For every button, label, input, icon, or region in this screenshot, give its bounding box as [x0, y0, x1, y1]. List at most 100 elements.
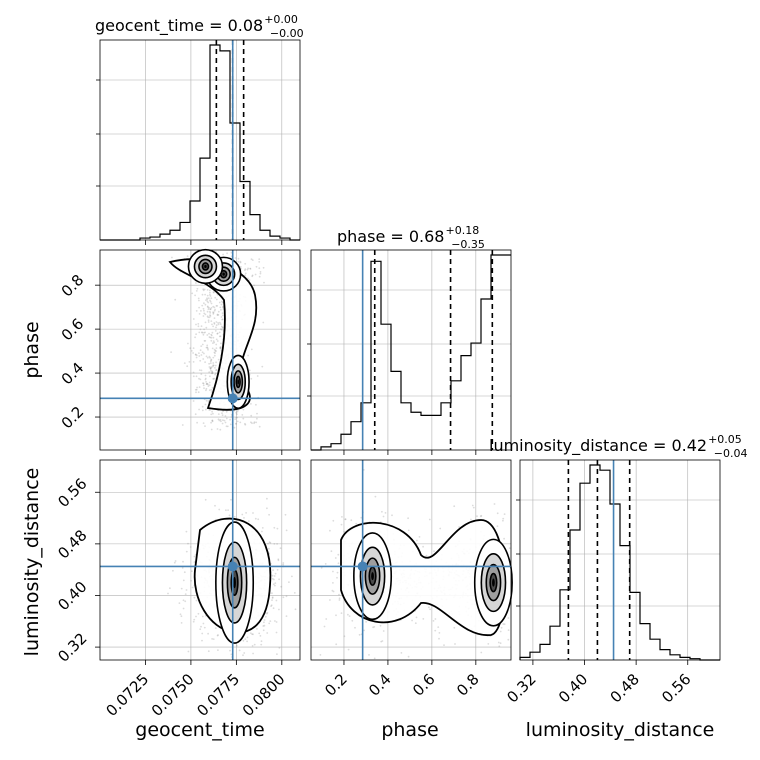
sample-point — [253, 643, 256, 646]
sample-point — [211, 372, 214, 374]
sample-point — [205, 408, 207, 411]
sample-point — [258, 275, 261, 278]
sample-point — [220, 309, 222, 311]
sample-point — [434, 629, 437, 632]
sample-point — [258, 425, 261, 428]
sample-point — [337, 553, 340, 556]
sample-point — [291, 575, 293, 578]
sample-point — [210, 339, 213, 342]
sample-point — [206, 347, 209, 350]
sample-point — [382, 630, 385, 632]
sample-point — [214, 330, 217, 332]
sample-point — [210, 391, 213, 393]
sample-point — [253, 421, 256, 423]
sample-point — [214, 352, 216, 354]
sample-point — [217, 314, 220, 316]
contour-level — [222, 272, 225, 276]
y-tick-label: 0.48 — [54, 526, 90, 562]
sample-point — [334, 557, 337, 559]
sample-point — [217, 634, 219, 636]
sample-point — [204, 403, 207, 406]
sample-point — [210, 297, 213, 300]
sample-point — [330, 550, 333, 553]
sample-point — [238, 649, 241, 652]
sample-point — [208, 389, 211, 392]
sample-point — [212, 336, 215, 339]
sample-point — [206, 300, 209, 303]
sample-point — [329, 529, 331, 532]
sample-point — [254, 273, 257, 276]
sample-point — [174, 560, 177, 562]
sample-point — [249, 632, 252, 634]
sample-point — [233, 515, 236, 518]
sample-point — [249, 267, 252, 270]
sample-point — [503, 623, 506, 626]
sample-point — [172, 569, 174, 572]
sample-point — [263, 624, 266, 627]
sample-point — [194, 413, 197, 416]
sample-point — [214, 627, 217, 629]
sample-point — [269, 620, 272, 622]
sample-point — [251, 422, 253, 425]
sample-point — [221, 326, 224, 329]
sample-point — [203, 288, 206, 291]
sample-point — [194, 353, 197, 356]
x-tick-label: 0.0725 — [102, 670, 152, 720]
sample-point — [221, 414, 224, 417]
sample-point — [209, 295, 212, 297]
sample-point — [244, 422, 246, 425]
sample-point — [229, 649, 231, 652]
sample-point — [212, 365, 214, 368]
sample-point — [203, 387, 205, 390]
sample-point — [209, 314, 211, 316]
sample-point — [422, 618, 425, 620]
panel-title-luminosity-distance: luminosity_distance = 0.42+0.05 −0.04 — [489, 433, 748, 460]
sample-point — [285, 529, 288, 532]
sample-point — [217, 358, 220, 361]
sample-point — [293, 592, 296, 594]
sample-point — [276, 569, 279, 571]
sample-point — [208, 366, 211, 368]
sample-point — [282, 562, 285, 564]
sample-point — [479, 515, 482, 518]
sample-point — [365, 621, 367, 623]
density-panel-phase-vs-luminosity_distance — [310, 459, 513, 665]
sample-point — [202, 289, 205, 292]
sample-point — [205, 326, 208, 329]
sample-point — [219, 323, 222, 325]
sample-point — [343, 635, 346, 638]
sample-point — [241, 414, 244, 416]
sample-point — [284, 513, 287, 516]
sample-point — [428, 606, 430, 609]
sample-point — [213, 306, 216, 309]
x-tick-label: 0.4 — [365, 670, 395, 700]
sample-point — [198, 355, 201, 357]
sample-point — [262, 625, 265, 627]
sample-point — [209, 409, 212, 411]
sample-point — [205, 355, 208, 358]
sample-point — [211, 370, 214, 373]
sample-point — [414, 622, 417, 625]
hist-phase-frame — [310, 249, 512, 451]
sample-point — [207, 316, 210, 319]
sample-point — [215, 369, 217, 371]
sample-point — [278, 608, 280, 611]
sample-point — [274, 582, 277, 584]
sample-point — [258, 261, 261, 263]
sample-point — [239, 260, 242, 263]
sample-point — [204, 293, 207, 296]
sample-point — [434, 618, 437, 620]
sample-point — [221, 301, 224, 304]
sample-point — [416, 539, 418, 542]
sample-point — [211, 420, 214, 423]
sample-point — [198, 352, 200, 354]
sample-point — [239, 421, 242, 424]
truth-marker — [227, 561, 238, 572]
sample-point — [496, 525, 499, 528]
sample-point — [216, 332, 219, 335]
sample-point — [274, 572, 277, 575]
sample-point — [216, 314, 219, 316]
sample-point — [203, 331, 205, 334]
sample-point — [184, 593, 187, 595]
